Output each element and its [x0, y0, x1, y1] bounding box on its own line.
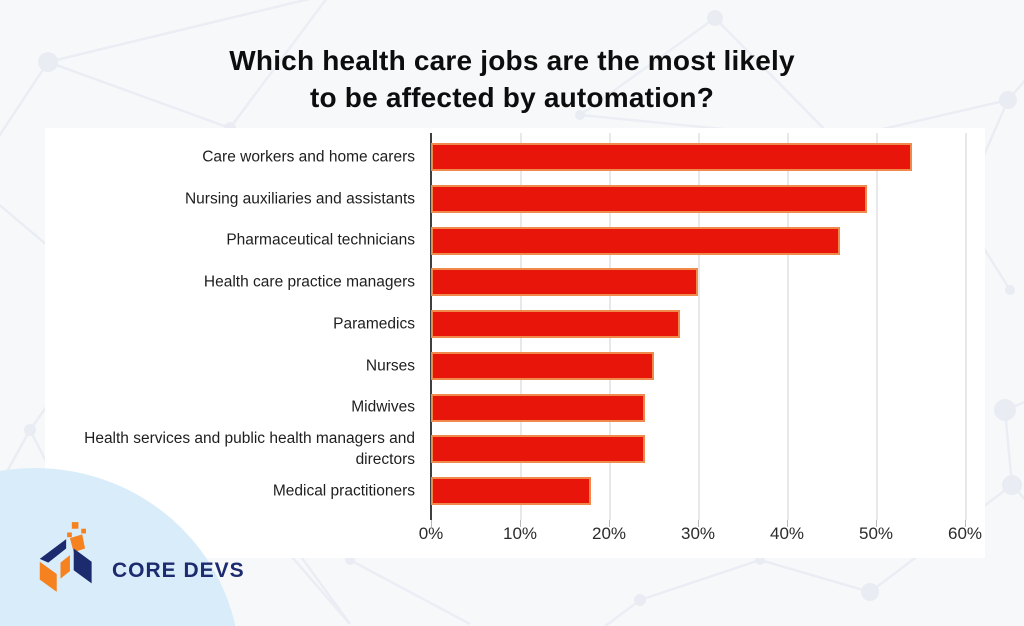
category-label: Midwives — [351, 398, 415, 416]
category-label: Health care practice managers — [203, 273, 415, 291]
bar — [431, 477, 592, 505]
chart-title: Which health care jobs are the most like… — [0, 42, 1024, 116]
chart-row: Paramedics — [45, 303, 985, 345]
category-label: Nursing auxiliaries and assistants — [184, 190, 415, 208]
x-axis-tickmark — [698, 520, 699, 527]
chart-row: Pharmaceutical technicians — [45, 220, 985, 262]
chart-row: Nurses — [45, 345, 985, 387]
bar — [431, 184, 868, 213]
x-tick-label: 20% — [591, 524, 627, 543]
chart-row: Nursing auxiliaries and assistants — [45, 178, 985, 220]
chart-title-line-2: to be affected by automation? — [309, 82, 715, 113]
bar — [431, 226, 841, 255]
gridline — [876, 133, 878, 520]
bar — [431, 143, 912, 171]
category-label: Medical practitioners — [272, 482, 415, 500]
bar — [431, 435, 645, 464]
x-axis-tickmark — [609, 520, 610, 527]
bar — [431, 310, 681, 338]
bar — [431, 351, 654, 380]
core-devs-logo: CORE DEVS — [36, 520, 245, 594]
chart-row: Care workers and home carers — [45, 136, 985, 178]
category-label: Paramedics — [333, 315, 415, 333]
bar — [431, 268, 698, 297]
chart-card: 0% 10% 20% 30% 40% 50% 60% Care workers and hom… — [45, 128, 985, 558]
x-tick-label: 40% — [769, 524, 805, 543]
x-axis-tickmark — [876, 520, 877, 527]
x-axis-tickmark — [787, 520, 788, 527]
x-tick-label: 10% — [502, 524, 538, 543]
x-axis-tickmark — [431, 520, 432, 527]
chart-row: Health care practice managers — [45, 261, 985, 303]
category-label: Pharmaceutical technicians — [226, 231, 415, 249]
category-label: Nurses — [365, 357, 415, 375]
x-tick-label: 50% — [858, 524, 894, 543]
x-axis-tickmark — [520, 520, 521, 527]
category-label: Care workers and home carers — [202, 148, 415, 166]
x-tick-label: 0% — [418, 524, 444, 543]
chart-row: Medical practitioners — [45, 470, 985, 512]
chart-row: Health services and public health manage… — [45, 428, 985, 470]
core-devs-logo-icon — [39, 522, 92, 592]
category-label: Health services and public health manage… — [84, 430, 415, 469]
chart-row: Midwives — [45, 387, 985, 429]
x-tick-label: 60% — [947, 524, 983, 543]
core-devs-logo-text: CORE DEVS — [112, 559, 245, 582]
gridline — [965, 133, 967, 520]
bar — [431, 393, 645, 422]
chart-title-line-1: Which health care jobs are the most like… — [229, 45, 795, 76]
x-axis-tickmark — [965, 520, 966, 527]
gridline — [787, 133, 789, 520]
gridline — [698, 133, 700, 520]
x-tick-label: 30% — [680, 524, 716, 543]
